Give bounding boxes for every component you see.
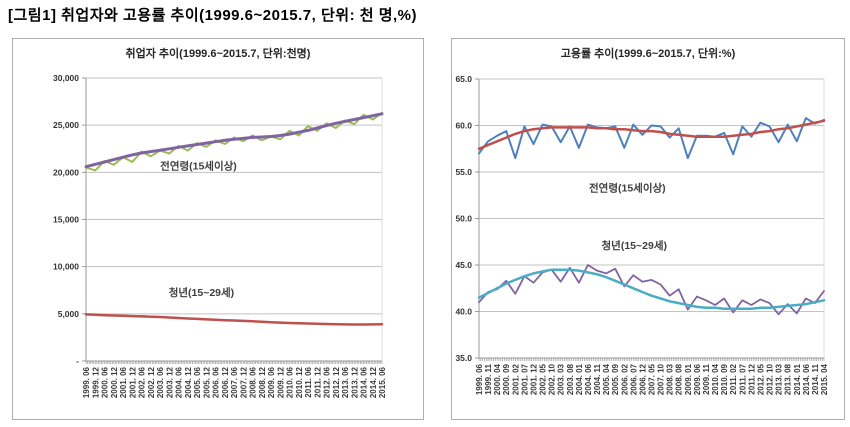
- svg-text:2000. 09: 2000. 09: [502, 363, 511, 395]
- svg-text:2008. 06: 2008. 06: [249, 366, 258, 398]
- svg-text:2003. 06: 2003. 06: [156, 366, 165, 398]
- svg-text:2007. 12: 2007. 12: [239, 366, 248, 398]
- svg-text:2013. 06: 2013. 06: [341, 366, 350, 398]
- svg-text:2013. 12: 2013. 12: [350, 366, 359, 398]
- svg-text:2012. 10: 2012. 10: [766, 363, 775, 395]
- svg-text:5,000: 5,000: [58, 309, 80, 319]
- svg-text:2011. 02: 2011. 02: [729, 363, 738, 394]
- svg-text:2005. 04: 2005. 04: [602, 363, 611, 395]
- svg-text:2003. 08: 2003. 08: [566, 363, 575, 395]
- svg-text:2005. 06: 2005. 06: [193, 366, 202, 398]
- employment-rate-chart-box: 고용률 추이(1999.6~2015.7, 단위:%) 65.0 60.0 55.0…: [451, 38, 845, 420]
- svg-text:2010. 09: 2010. 09: [720, 363, 729, 395]
- svg-text:2011. 12: 2011. 12: [313, 366, 322, 397]
- svg-text:2001. 07: 2001. 07: [520, 363, 529, 395]
- svg-text:2004. 06: 2004. 06: [584, 363, 593, 395]
- svg-text:2011. 06: 2011. 06: [304, 366, 313, 397]
- svg-text:2010. 04: 2010. 04: [711, 363, 720, 395]
- svg-text:1999. 11: 1999. 11: [484, 363, 493, 394]
- svg-text:20,000: 20,000: [53, 167, 79, 177]
- svg-text:2009. 06: 2009. 06: [693, 363, 702, 395]
- svg-text:2008. 12: 2008. 12: [258, 366, 267, 398]
- svg-text:55.0: 55.0: [455, 167, 472, 177]
- svg-text:2004. 01: 2004. 01: [575, 363, 584, 395]
- svg-text:1999. 06: 1999. 06: [475, 363, 484, 395]
- svg-text:2006. 02: 2006. 02: [620, 363, 629, 395]
- svg-text:2009. 01: 2009. 01: [684, 363, 693, 395]
- svg-text:65.0: 65.0: [455, 74, 472, 84]
- svg-text:2004. 12: 2004. 12: [184, 366, 193, 398]
- svg-text:2011. 07: 2011. 07: [738, 363, 747, 394]
- svg-text:2006. 12: 2006. 12: [221, 366, 230, 398]
- svg-text:2008. 03: 2008. 03: [666, 363, 675, 395]
- figure-title: [그림1] 취업자와 고용률 추이(1999.6~2015.7, 단위: 천 명…: [8, 7, 418, 24]
- svg-text:2004. 11: 2004. 11: [593, 363, 602, 394]
- svg-text:2007. 06: 2007. 06: [230, 366, 239, 398]
- svg-text:2004. 06: 2004. 06: [175, 366, 184, 398]
- svg-text:-: -: [76, 356, 79, 366]
- svg-text:2007. 10: 2007. 10: [657, 363, 666, 395]
- svg-text:2006. 12: 2006. 12: [638, 363, 647, 395]
- svg-text:2014. 11: 2014. 11: [811, 363, 820, 394]
- svg-text:2000. 04: 2000. 04: [493, 363, 502, 395]
- svg-text:2008. 08: 2008. 08: [675, 363, 684, 395]
- svg-text:1999. 06: 1999. 06: [82, 366, 91, 398]
- svg-text:15,000: 15,000: [53, 215, 79, 225]
- svg-text:2012. 12: 2012. 12: [332, 366, 341, 398]
- svg-text:45.0: 45.0: [455, 260, 472, 270]
- svg-text:2010. 12: 2010. 12: [295, 366, 304, 398]
- svg-text:10,000: 10,000: [53, 262, 79, 272]
- svg-text:50.0: 50.0: [455, 214, 472, 224]
- svg-text:2014. 12: 2014. 12: [369, 366, 378, 398]
- svg-text:2003. 03: 2003. 03: [557, 363, 566, 395]
- svg-text:2015. 04: 2015. 04: [820, 363, 829, 395]
- svg-text:2015. 06: 2015. 06: [378, 366, 387, 398]
- svg-text:1999. 12: 1999. 12: [91, 366, 100, 398]
- svg-text:2010. 06: 2010. 06: [286, 366, 295, 398]
- svg-text:2007. 05: 2007. 05: [648, 363, 657, 395]
- svg-text:2006. 06: 2006. 06: [212, 366, 221, 398]
- svg-text:40.0: 40.0: [455, 307, 472, 317]
- svg-text:2011. 12: 2011. 12: [747, 363, 756, 394]
- svg-text:30,000: 30,000: [53, 73, 79, 83]
- svg-text:2012. 06: 2012. 06: [323, 366, 332, 398]
- svg-text:2014. 06: 2014. 06: [802, 363, 811, 395]
- svg-text:2002. 12: 2002. 12: [147, 366, 156, 398]
- svg-text:2014. 01: 2014. 01: [793, 363, 802, 395]
- svg-text:2014. 06: 2014. 06: [360, 366, 369, 398]
- svg-text:25,000: 25,000: [53, 120, 79, 130]
- svg-text:전연령(15세이상): 전연령(15세이상): [589, 182, 666, 195]
- svg-text:청년(15~29세): 청년(15~29세): [602, 239, 667, 252]
- svg-text:2001. 02: 2001. 02: [511, 363, 520, 395]
- employment-chart-canvas: 30,00025,00020,00015,00010,0005,000-1999…: [53, 73, 387, 398]
- svg-text:2013. 03: 2013. 03: [775, 363, 784, 395]
- employment-chart-title: 취업자 추이(1999.6~2015.7, 단위:천명): [125, 48, 311, 60]
- svg-text:2001. 12: 2001. 12: [128, 366, 137, 398]
- svg-text:2009. 06: 2009. 06: [267, 366, 276, 398]
- svg-text:2002. 10: 2002. 10: [548, 363, 557, 395]
- svg-text:2013. 08: 2013. 08: [784, 363, 793, 395]
- svg-text:2001. 12: 2001. 12: [529, 363, 538, 395]
- svg-text:2005. 09: 2005. 09: [611, 363, 620, 395]
- svg-text:2009. 11: 2009. 11: [702, 363, 711, 394]
- svg-text:2009. 12: 2009. 12: [276, 366, 285, 398]
- svg-text:2002. 05: 2002. 05: [539, 363, 548, 395]
- svg-text:청년(15~29세): 청년(15~29세): [169, 286, 234, 299]
- employment-chart-box: 취업자 추이(1999.6~2015.7, 단위:천명) 30,000 25,00…: [12, 38, 424, 420]
- svg-text:2012. 05: 2012. 05: [756, 363, 765, 395]
- svg-text:2006. 07: 2006. 07: [629, 363, 638, 395]
- svg-text:전연령(15세이상): 전연령(15세이상): [160, 160, 237, 173]
- svg-text:2005. 12: 2005. 12: [202, 366, 211, 398]
- svg-text:2003. 12: 2003. 12: [165, 366, 174, 398]
- svg-text:2000. 06: 2000. 06: [101, 366, 110, 398]
- svg-text:2001. 06: 2001. 06: [119, 366, 128, 398]
- svg-text:60.0: 60.0: [455, 121, 472, 131]
- svg-text:35.0: 35.0: [455, 353, 472, 363]
- svg-text:2002. 06: 2002. 06: [138, 366, 147, 398]
- svg-text:2000. 12: 2000. 12: [110, 366, 119, 398]
- employment-rate-chart-title: 고용률 추이(1999.6~2015.7, 단위:%): [560, 48, 736, 60]
